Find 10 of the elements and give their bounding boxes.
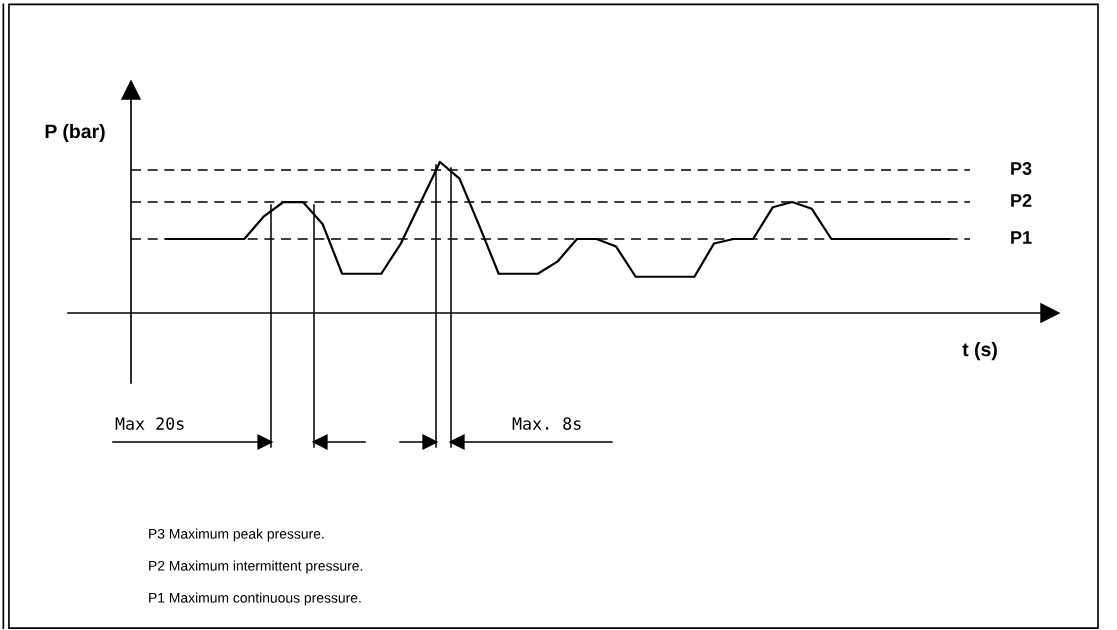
ref-line-label: P1 <box>1011 231 1032 244</box>
text: Max 20s <box>115 417 184 430</box>
text: P2 Maximum intermittent pressure. <box>149 560 363 574</box>
ref-line-label: P3 <box>1011 162 1032 175</box>
text: Max. 8s <box>512 417 581 430</box>
y-axis-title: P (bar) <box>45 123 105 143</box>
x-axis-title: t (s) <box>962 342 997 361</box>
text: P3 Maximum peak pressure. <box>149 528 324 542</box>
ref-line-label: P2 <box>1011 194 1032 207</box>
text: P1 Maximum continuous pressure. <box>149 592 361 606</box>
